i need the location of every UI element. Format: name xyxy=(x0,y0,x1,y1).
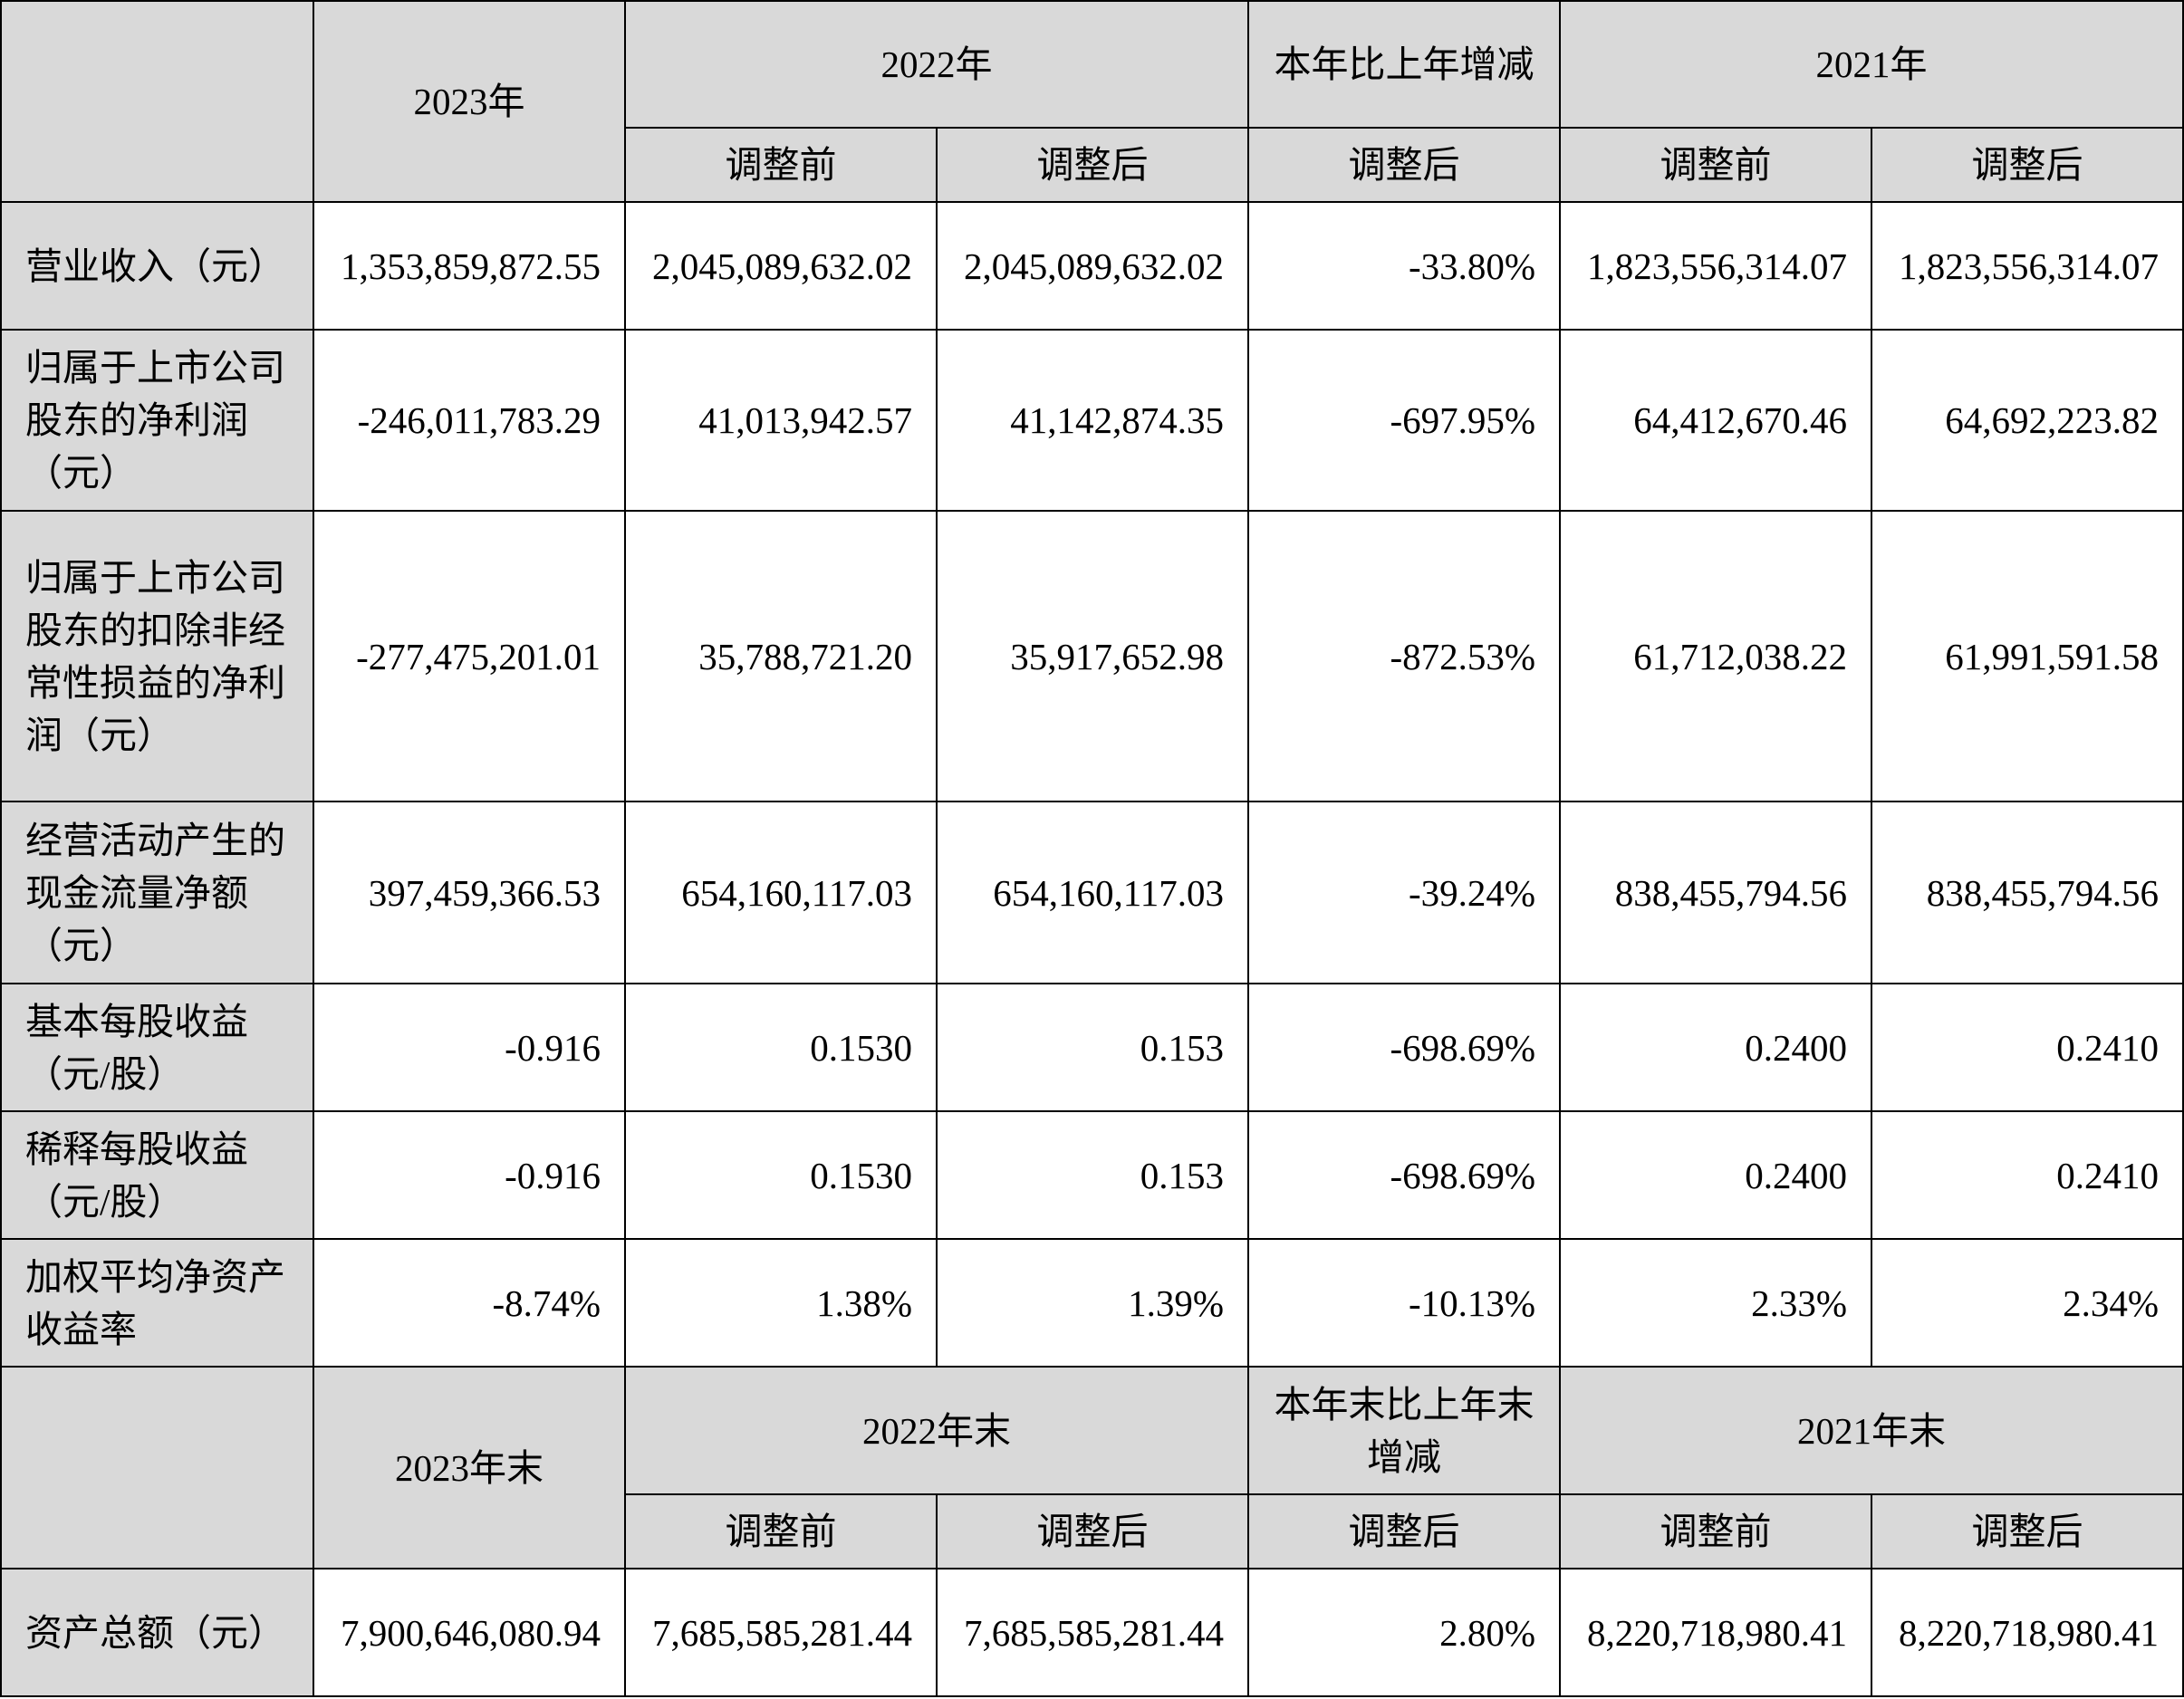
table-row: 经营活动产生的现金流量净额（元） 397,459,366.53 654,160,… xyxy=(0,801,2184,984)
subheader-2021-end-after: 调整后 xyxy=(1871,1493,2184,1569)
value-cell: -697.95% xyxy=(1247,329,1561,512)
subheader-2021-before: 调整前 xyxy=(1559,127,1872,203)
income-subheader-row: 调整前 调整后 调整后 调整前 调整后 xyxy=(1,127,2184,203)
value-cell: 2,045,089,632.02 xyxy=(624,201,938,331)
value-cell: 0.153 xyxy=(936,1110,1249,1240)
row-label-operating-cash-flow: 经营活动产生的现金流量净额（元） xyxy=(0,801,314,984)
value-cell: 654,160,117.03 xyxy=(936,801,1249,984)
table-row: 加权平均净资产收益率 -8.74% 1.38% 1.39% -10.13% 2.… xyxy=(0,1238,2184,1368)
value-cell: 61,991,591.58 xyxy=(1871,510,2184,802)
value-cell: 0.153 xyxy=(936,983,1249,1112)
value-cell: 41,013,942.57 xyxy=(624,329,938,512)
header-year-end-2021: 2021年末 xyxy=(1559,1366,2184,1495)
table-row: 稀释每股收益（元/股） -0.916 0.1530 0.153 -698.69%… xyxy=(0,1110,2184,1240)
value-cell: 7,685,585,281.44 xyxy=(936,1568,1249,1697)
value-cell: 2.34% xyxy=(1871,1238,2184,1368)
value-cell: 1.39% xyxy=(936,1238,1249,1368)
table-row: 基本每股收益（元/股） -0.916 0.1530 0.153 -698.69%… xyxy=(0,983,2184,1112)
value-cell: 64,412,670.46 xyxy=(1559,329,1872,512)
header-year-2023: 2023年 xyxy=(313,0,626,203)
value-cell: -246,011,783.29 xyxy=(313,329,626,512)
value-cell: 7,900,646,080.94 xyxy=(313,1568,626,1697)
header-year-end-2023: 2023年末 xyxy=(313,1366,626,1569)
value-cell: 0.1530 xyxy=(624,983,938,1112)
value-cell: 2,045,089,632.02 xyxy=(936,201,1249,331)
header-blank-cell xyxy=(0,0,314,203)
value-cell: -277,475,201.01 xyxy=(313,510,626,802)
row-label-operating-revenue: 营业收入（元） xyxy=(0,201,314,331)
header-blank-cell xyxy=(0,1366,314,1569)
row-label-net-profit: 归属于上市公司股东的净利润（元） xyxy=(0,329,314,512)
value-cell: 64,692,223.82 xyxy=(1871,329,2184,512)
value-cell: 1,823,556,314.07 xyxy=(1871,201,2184,331)
value-cell: -698.69% xyxy=(1247,1110,1561,1240)
value-cell: 35,917,652.98 xyxy=(936,510,1249,802)
table-row: 归属于上市公司股东的扣除非经常性损益的净利润（元） -277,475,201.0… xyxy=(0,510,2184,802)
subheader-2021-end-before: 调整前 xyxy=(1559,1493,1872,1569)
value-cell: 8,220,718,980.41 xyxy=(1559,1568,1872,1697)
row-label-total-assets: 资产总额（元） xyxy=(0,1568,314,1697)
table-row: 营业收入（元） 1,353,859,872.55 2,045,089,632.0… xyxy=(0,201,2184,331)
header-change: 本年比上年增减 xyxy=(1247,0,1561,129)
income-header-row: 2023年 2022年 本年比上年增减 2021年 xyxy=(0,0,2184,203)
subheader-2021-after: 调整后 xyxy=(1871,127,2184,203)
value-cell: -872.53% xyxy=(1247,510,1561,802)
subheader-2022-end-after: 调整后 xyxy=(936,1493,1249,1569)
value-cell: 0.2410 xyxy=(1871,983,2184,1112)
row-label-net-profit-deducted: 归属于上市公司股东的扣除非经常性损益的净利润（元） xyxy=(0,510,314,802)
subheader-end-change-after: 调整后 xyxy=(1247,1493,1561,1569)
value-cell: -0.916 xyxy=(313,983,626,1112)
table-row: 资产总额（元） 7,900,646,080.94 7,685,585,281.4… xyxy=(0,1568,2184,1697)
value-cell: -0.916 xyxy=(313,1110,626,1240)
value-cell: 2.33% xyxy=(1559,1238,1872,1368)
value-cell: 35,788,721.20 xyxy=(624,510,938,802)
value-cell: 7,685,585,281.44 xyxy=(624,1568,938,1697)
value-cell: -10.13% xyxy=(1247,1238,1561,1368)
header-year-2021: 2021年 xyxy=(1559,0,2184,129)
value-cell: 8,220,718,980.41 xyxy=(1871,1568,2184,1697)
subheader-2022-end-before: 调整前 xyxy=(624,1493,938,1569)
value-cell: 41,142,874.35 xyxy=(936,329,1249,512)
value-cell: 0.2400 xyxy=(1559,983,1872,1112)
value-cell: 397,459,366.53 xyxy=(313,801,626,984)
value-cell: 0.2410 xyxy=(1871,1110,2184,1240)
value-cell: 2.80% xyxy=(1247,1568,1561,1697)
value-cell: 838,455,794.56 xyxy=(1559,801,1872,984)
header-year-2022: 2022年 xyxy=(624,0,1249,129)
subheader-2022-after: 调整后 xyxy=(936,127,1249,203)
value-cell: -39.24% xyxy=(1247,801,1561,984)
value-cell: 1,353,859,872.55 xyxy=(313,201,626,331)
row-label-diluted-eps: 稀释每股收益（元/股） xyxy=(0,1110,314,1240)
value-cell: -33.80% xyxy=(1247,201,1561,331)
header-year-end-change: 本年末比上年末增减 xyxy=(1247,1366,1561,1495)
value-cell: 0.1530 xyxy=(624,1110,938,1240)
value-cell: 61,712,038.22 xyxy=(1559,510,1872,802)
balance-header-row: 2023年末 2022年末 本年末比上年末增减 2021年末 xyxy=(0,1366,2184,1569)
row-label-basic-eps: 基本每股收益（元/股） xyxy=(0,983,314,1112)
value-cell: 1.38% xyxy=(624,1238,938,1368)
header-year-end-2022: 2022年末 xyxy=(624,1366,1249,1495)
value-cell: 838,455,794.56 xyxy=(1871,801,2184,984)
table-row: 归属于上市公司股东的净利润（元） -246,011,783.29 41,013,… xyxy=(0,329,2184,512)
value-cell: -698.69% xyxy=(1247,983,1561,1112)
row-label-weighted-roe: 加权平均净资产收益率 xyxy=(0,1238,314,1368)
value-cell: 1,823,556,314.07 xyxy=(1559,201,1872,331)
subheader-change-after: 调整后 xyxy=(1247,127,1561,203)
balance-subheader-row: 调整前 调整后 调整后 调整前 调整后 xyxy=(1,1493,2184,1569)
value-cell: -8.74% xyxy=(313,1238,626,1368)
value-cell: 654,160,117.03 xyxy=(624,801,938,984)
value-cell: 0.2400 xyxy=(1559,1110,1872,1240)
subheader-2022-before: 调整前 xyxy=(624,127,938,203)
